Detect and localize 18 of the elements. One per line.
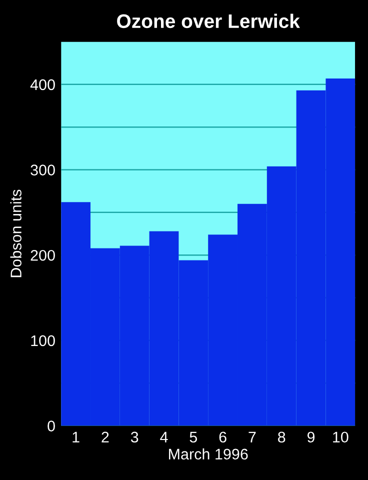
x-tick-label: 2 (102, 432, 109, 442)
x-tick-label: 6 (219, 432, 226, 443)
y-tick-label: 400 (30, 79, 55, 90)
y-tick-label: 200 (30, 250, 55, 261)
x-tick-label: 1 (72, 432, 80, 442)
x-tick-label: 9 (307, 432, 315, 443)
y-tick-label: 300 (30, 164, 55, 176)
x-tick-label: 7 (248, 432, 256, 442)
chart-title: Ozone over Lerwick (117, 14, 300, 28)
x-tick-label: 4 (160, 432, 168, 442)
x-tick-label: 10 (333, 432, 348, 443)
x-axis-title: March 1996 (169, 448, 248, 460)
y-tick-label: 0 (48, 420, 55, 432)
y-tick-label: 100 (31, 335, 55, 346)
y-axis-title: Dobson units (10, 190, 22, 278)
x-tick-label: 8 (278, 432, 286, 443)
x-tick-label: 3 (130, 432, 138, 443)
x-tick-label: 5 (190, 432, 198, 443)
